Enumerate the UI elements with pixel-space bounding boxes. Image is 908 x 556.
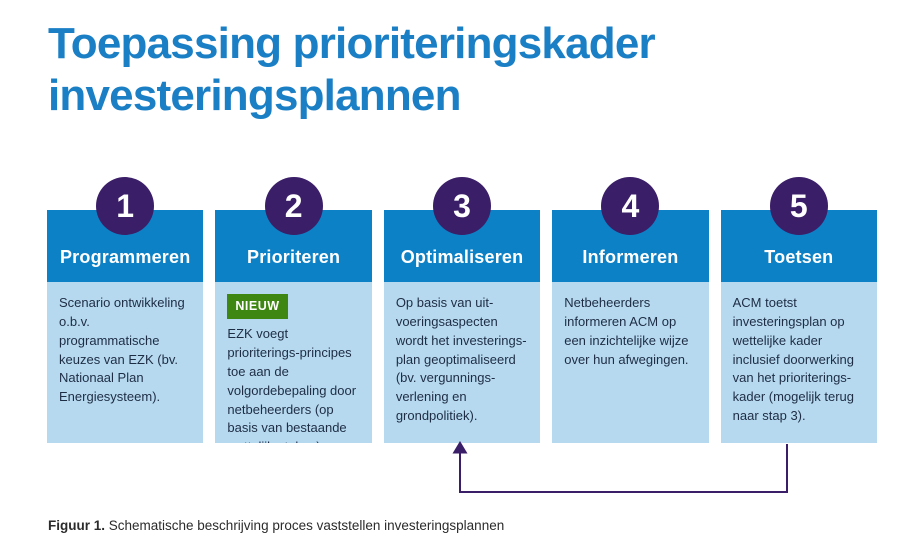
step-description: ACM toetst investeringsplan op wettelijk…	[720, 282, 878, 443]
page-title-line1: Toepassing prioriteringskader	[48, 19, 656, 68]
step-description-text: Op basis van uit-voeringsaspecten wordt …	[395, 295, 527, 424]
process-step-1: 1 Programmeren Scenario ontwikkeling o.b…	[47, 177, 204, 443]
step-description-text: EZK voegt prioriterings-principes toe aa…	[227, 326, 357, 443]
process-step-2: 2 Prioriteren NIEUW EZK voegt prioriteri…	[215, 177, 372, 443]
figure-caption-prefix: Figuur 1.	[48, 518, 105, 533]
process-steps: 1 Programmeren Scenario ontwikkeling o.b…	[47, 177, 878, 443]
step-number: 5	[789, 187, 808, 224]
step-number: 2	[284, 187, 303, 224]
page-title-line2: investeringsplannen	[48, 70, 461, 120]
step-description: Netbeheerders informeren ACM op een inzi…	[552, 282, 709, 443]
step-number: 4	[621, 187, 640, 224]
process-step-4: 4 Informeren Netbeheerders informeren AC…	[552, 177, 709, 443]
process-step-3: 3 Optimaliseren Op basis van uit-voering…	[383, 177, 541, 443]
step-number: 3	[453, 187, 471, 224]
step-title: Optimaliseren	[400, 247, 524, 267]
step-number-badge: 2	[264, 177, 323, 235]
step-description-text: Netbeheerders informeren ACM op een inzi…	[564, 295, 689, 367]
figure-caption: Figuur 1. Schematische beschrijving proc…	[48, 518, 504, 533]
figure-caption-text: Schematische beschrijving proces vastste…	[105, 518, 505, 533]
step-description-text: Scenario ontwikkeling o.b.v. programmati…	[59, 295, 185, 405]
step-description: NIEUW EZK voegt prioriterings-principes …	[215, 282, 372, 443]
step-number-badge: 4	[601, 177, 660, 235]
step-title: Prioriteren	[246, 247, 341, 267]
step-title: Toetsen	[764, 247, 834, 267]
nieuw-badge: NIEUW	[227, 294, 288, 320]
step-number: 1	[116, 187, 135, 224]
step-header: Informeren	[552, 210, 709, 282]
step-number-badge: 3	[433, 177, 492, 235]
process-step-5: 5 Toetsen ACM toetst investeringsplan op…	[720, 177, 878, 443]
step-title: Informeren	[582, 247, 679, 267]
step-description: Op basis van uit-voeringsaspecten wordt …	[383, 282, 541, 443]
step-number-badge: 1	[96, 177, 155, 235]
page-title: Toepassing prioriteringskader investerin…	[48, 18, 656, 122]
step-header: Optimaliseren	[383, 210, 541, 282]
step-title: Programmeren	[59, 247, 191, 267]
step-description: Scenario ontwikkeling o.b.v. programmati…	[47, 282, 204, 443]
step-number-badge: 5	[769, 177, 828, 235]
step-description-text: ACM toetst investeringsplan op wettelijk…	[732, 295, 855, 424]
step-header: Toetsen	[720, 210, 878, 282]
